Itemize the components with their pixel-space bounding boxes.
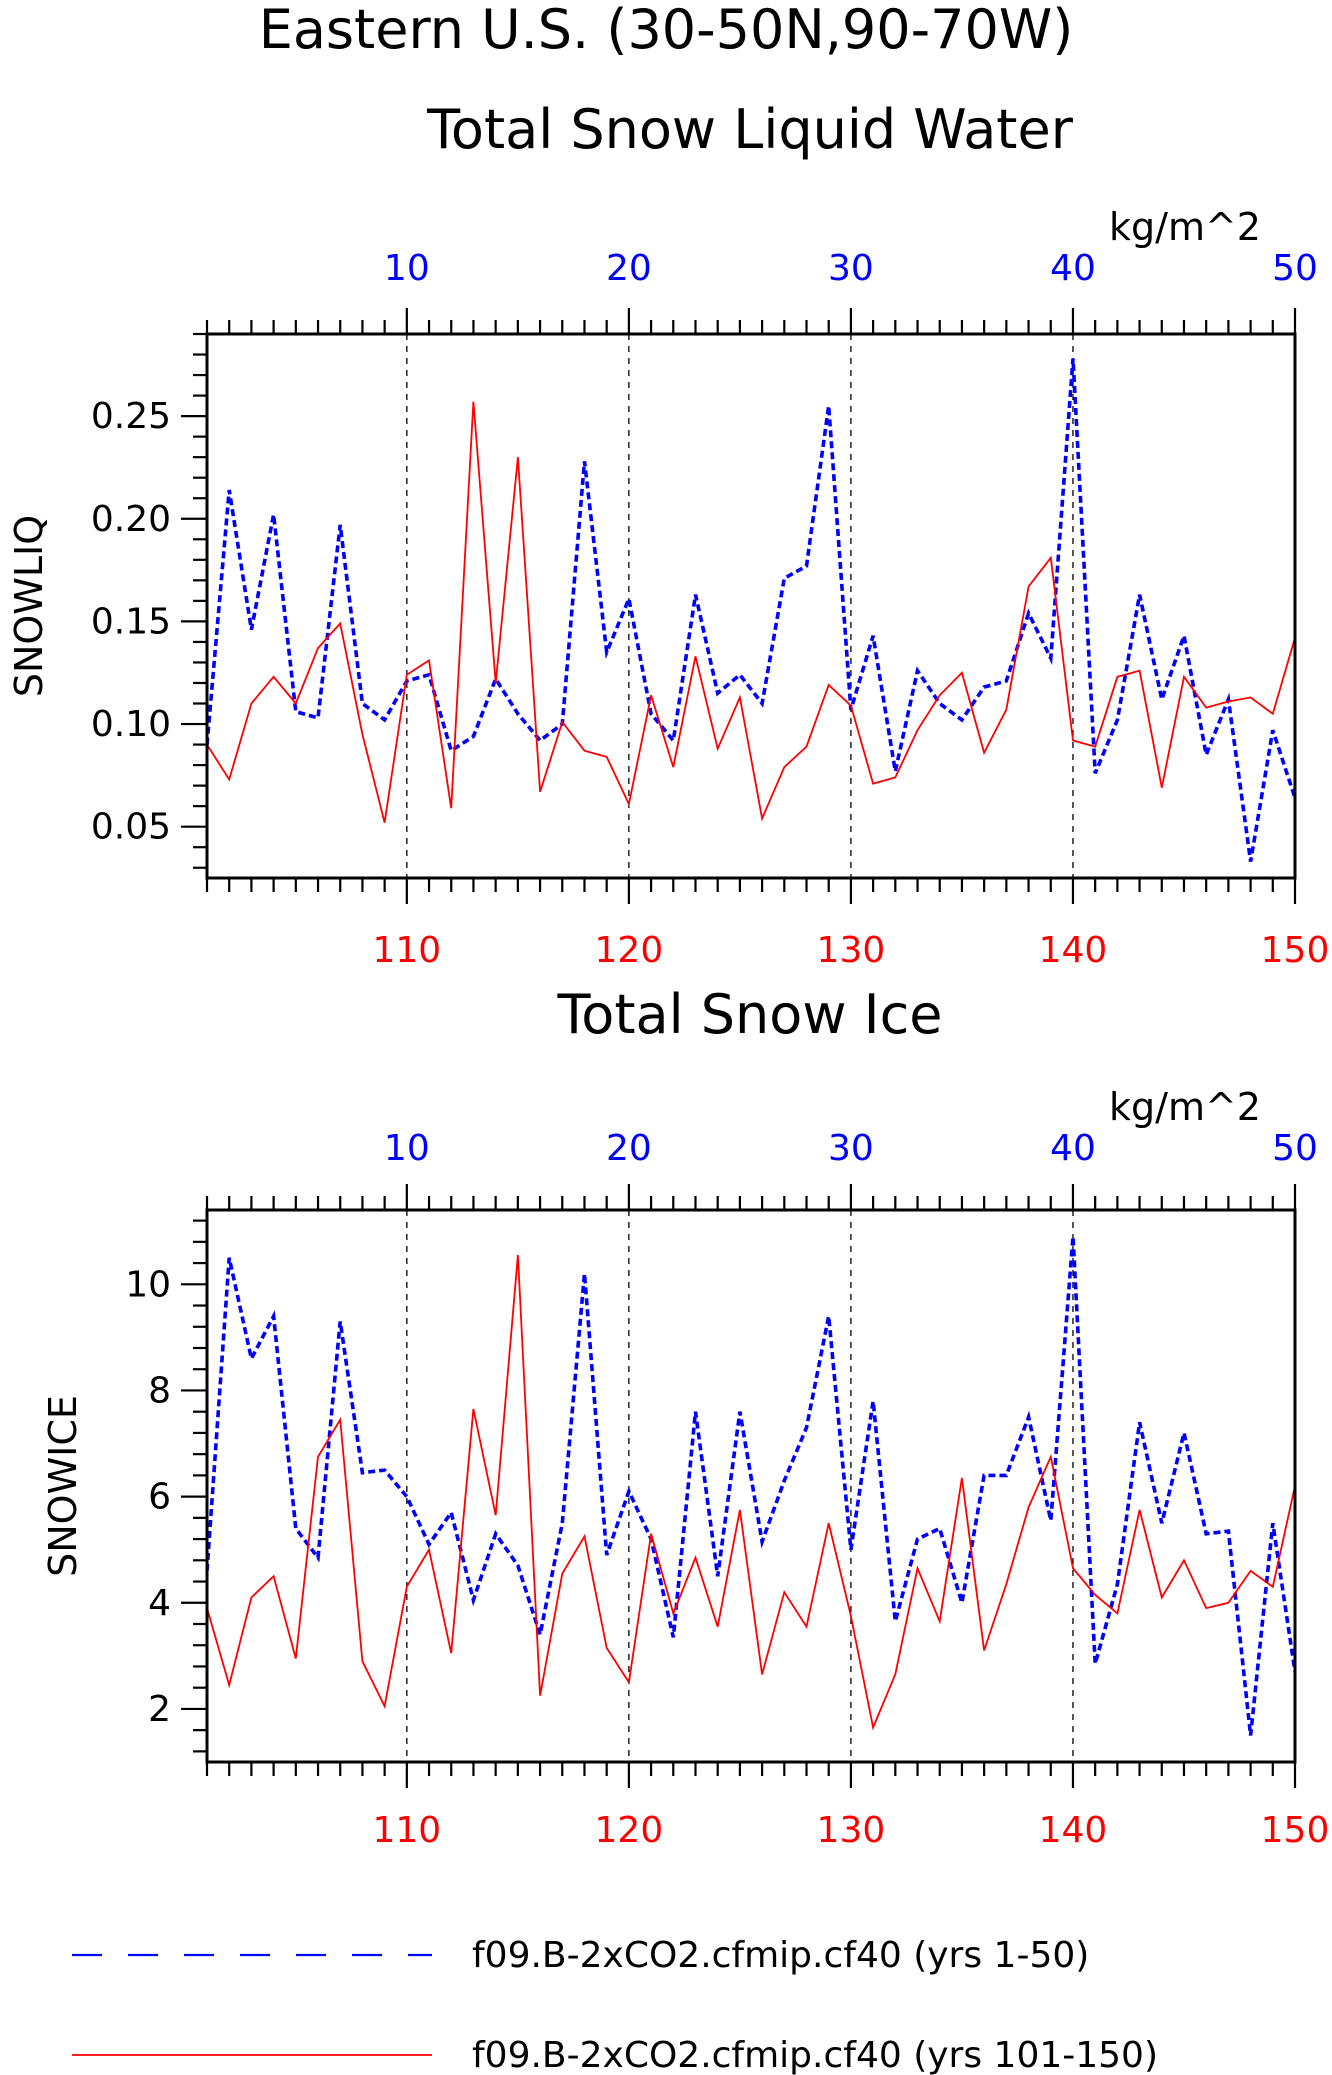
y-tick-label: 0.25 xyxy=(91,396,171,437)
top-tick-label: 20 xyxy=(606,1128,652,1169)
y-axis-label: SNOWICE xyxy=(41,1395,85,1577)
bottom-tick-label: 130 xyxy=(817,930,886,971)
plot-frame xyxy=(205,1208,1297,1764)
plot-frame xyxy=(205,332,1297,880)
series-line-yrs-1-50 xyxy=(207,1236,1295,1736)
panel-title: Total Snow Liquid Water xyxy=(426,98,1074,161)
top-tick-label: 40 xyxy=(1050,248,1096,289)
legend: f09.B-2xCO2.cfmip.cf40 (yrs 1-50) f09.B-2… xyxy=(72,1935,1158,2075)
units-label: kg/m^2 xyxy=(1109,205,1261,249)
figure-title: Eastern U.S. (30-50N,90-70W) xyxy=(259,0,1074,61)
bottom-tick-label: 120 xyxy=(595,1810,664,1851)
bottom-tick-label: 140 xyxy=(1039,930,1108,971)
y-tick-label: 10 xyxy=(125,1264,171,1305)
bottom-tick-label: 110 xyxy=(372,930,441,971)
top-tick-label: 10 xyxy=(384,248,430,289)
y-tick-label: 0.15 xyxy=(91,601,171,642)
y-axis-label: SNOWLIQ xyxy=(7,515,51,697)
top-tick-label: 50 xyxy=(1272,1128,1318,1169)
y-tick-label: 0.20 xyxy=(91,499,171,540)
panel-snowice: Total Snow Ice kg/m^2 SNOWICE 10 20 30 40 50 110… xyxy=(41,983,1329,1851)
legend-label: f09.B-2xCO2.cfmip.cf40 (yrs 101-150) xyxy=(472,2035,1158,2075)
top-tick-label: 50 xyxy=(1272,248,1318,289)
y-tick-label: 4 xyxy=(148,1583,171,1624)
top-tick-label: 30 xyxy=(828,1128,874,1169)
y-tick-label: 0.05 xyxy=(91,807,171,848)
series-line-yrs-101-150 xyxy=(207,401,1295,823)
bottom-tick-label: 150 xyxy=(1261,930,1330,971)
units-label: kg/m^2 xyxy=(1109,1085,1261,1129)
legend-label: f09.B-2xCO2.cfmip.cf40 (yrs 1-50) xyxy=(472,1935,1089,1976)
bottom-tick-label: 130 xyxy=(817,1810,886,1851)
bottom-tick-label: 110 xyxy=(372,1810,441,1851)
bottom-tick-label: 120 xyxy=(595,930,664,971)
top-tick-label: 10 xyxy=(384,1128,430,1169)
panel-snowliq: Total Snow Liquid Water kg/m^2 SNOWLIQ 10 20… xyxy=(7,98,1329,971)
series-line-yrs-101-150 xyxy=(207,1255,1295,1731)
y-tick-label: 8 xyxy=(148,1370,171,1411)
top-tick-label: 20 xyxy=(606,248,652,289)
y-tick-label: 6 xyxy=(148,1477,171,1518)
panel-title: Total Snow Ice xyxy=(557,983,943,1046)
y-tick-label: 2 xyxy=(148,1689,171,1730)
series-line-yrs-1-50 xyxy=(207,358,1295,862)
bottom-tick-label: 150 xyxy=(1261,1810,1330,1851)
top-tick-label: 40 xyxy=(1050,1128,1096,1169)
bottom-tick-label: 140 xyxy=(1039,1810,1108,1851)
y-tick-label: 0.10 xyxy=(91,704,171,745)
top-tick-label: 30 xyxy=(828,248,874,289)
